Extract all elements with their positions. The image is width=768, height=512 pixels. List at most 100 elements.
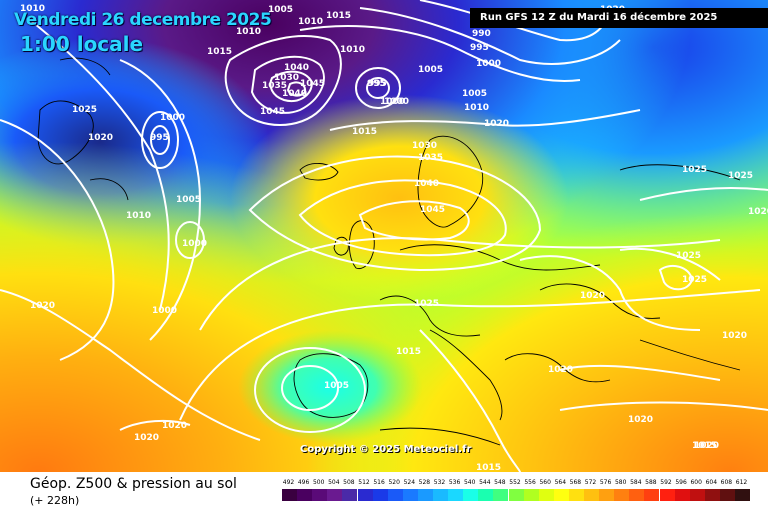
pressure-label: 1010 bbox=[298, 17, 323, 27]
scale-swatch bbox=[297, 489, 313, 501]
scale-label: 580 bbox=[614, 479, 627, 486]
scale-label: 532 bbox=[433, 479, 446, 486]
pressure-label: 1000 bbox=[182, 239, 207, 249]
scale-label: 588 bbox=[645, 479, 657, 486]
pressure-label: 1040 bbox=[284, 63, 309, 73]
scale-swatch bbox=[553, 489, 569, 501]
pressure-label: 1045 bbox=[260, 107, 285, 117]
pressure-label: 1005 bbox=[324, 381, 349, 391]
pressure-label: 1040 bbox=[414, 179, 439, 189]
scale-swatch bbox=[357, 489, 373, 501]
pressure-label: 1020 bbox=[88, 133, 113, 143]
pressure-label: 1040 bbox=[282, 89, 307, 99]
scale-label: 576 bbox=[599, 479, 612, 486]
scale-swatch bbox=[599, 489, 615, 501]
pressure-label: 1035 bbox=[262, 81, 287, 91]
scale-swatch bbox=[538, 489, 554, 501]
pressure-label: 1000 bbox=[384, 97, 409, 107]
pressure-label: 1000 bbox=[160, 113, 185, 123]
pressure-label: 1000 bbox=[380, 97, 405, 107]
isobars bbox=[0, 0, 768, 472]
pressure-label: 1020 bbox=[580, 291, 605, 301]
pressure-label: 1010 bbox=[126, 211, 151, 221]
pressure-label: 1020 bbox=[134, 433, 159, 443]
scale-swatch bbox=[508, 489, 524, 501]
legend-footer: Géop. Z500 & pression au sol (+ 228h) 49… bbox=[0, 472, 768, 512]
pressure-label: 1020 bbox=[722, 331, 747, 341]
scale-swatch bbox=[523, 489, 539, 501]
scale-swatch bbox=[568, 489, 584, 501]
pressure-label: 995 bbox=[368, 79, 387, 89]
scale-label: 600 bbox=[690, 479, 702, 486]
scale-swatch bbox=[719, 489, 735, 501]
scale-label: 556 bbox=[524, 479, 536, 486]
pressure-label: 1015 bbox=[396, 347, 421, 357]
pressure-label: 1035 bbox=[418, 153, 443, 163]
scale-label: 560 bbox=[539, 479, 551, 486]
scale-label: 492 bbox=[282, 479, 295, 486]
pressure-label: 1020 bbox=[30, 301, 55, 311]
scale-swatch bbox=[584, 489, 600, 501]
scale-label: 592 bbox=[660, 479, 672, 486]
scale-label: 500 bbox=[312, 479, 325, 486]
pressure-label: 1025 bbox=[676, 251, 701, 261]
scale-swatch bbox=[463, 489, 479, 501]
pressure-label: 1005 bbox=[176, 195, 201, 205]
scale-swatch bbox=[282, 489, 298, 501]
pressure-label: 995 bbox=[367, 79, 386, 89]
scale-swatch bbox=[417, 489, 433, 501]
scale-label: 536 bbox=[448, 479, 461, 486]
pressure-label: 1020 bbox=[162, 421, 187, 431]
scale-swatch bbox=[478, 489, 494, 501]
pressure-label: 1030 bbox=[274, 73, 299, 83]
pressure-label: 990 bbox=[472, 29, 491, 39]
scale-label: 540 bbox=[463, 479, 476, 486]
scale-label: 528 bbox=[418, 479, 431, 486]
pressure-label: 1015 bbox=[692, 441, 717, 451]
scale-label: 608 bbox=[720, 479, 733, 486]
scale-swatch bbox=[433, 489, 449, 501]
pressure-label: 1020 bbox=[694, 441, 719, 451]
pressure-label: 1010 bbox=[236, 27, 261, 37]
scale-label: 512 bbox=[358, 479, 370, 486]
pressure-label: 1005 bbox=[462, 89, 487, 99]
scale-label: 524 bbox=[403, 479, 416, 486]
pressure-label: 1005 bbox=[268, 5, 293, 15]
scale-swatch bbox=[327, 489, 343, 501]
scale-swatch bbox=[674, 489, 690, 501]
scale-swatch bbox=[402, 489, 418, 501]
scale-label: 544 bbox=[479, 479, 491, 486]
pressure-label: 1025 bbox=[728, 171, 753, 181]
chart-title: Géop. Z500 & pression au sol bbox=[30, 476, 237, 492]
pressure-label: 1020 bbox=[628, 415, 653, 425]
pressure-label: 1015 bbox=[207, 47, 232, 57]
pressure-label: 995 bbox=[470, 43, 489, 53]
run-info: Run GFS 12 Z du Mardi 16 décembre 2025 bbox=[470, 8, 768, 28]
pressure-label: 1020 bbox=[548, 365, 573, 375]
pressure-label: 995 bbox=[150, 133, 169, 143]
pressure-label: 1045 bbox=[420, 205, 445, 215]
pressure-label: 1015 bbox=[352, 127, 377, 137]
scale-swatch bbox=[342, 489, 358, 501]
pressure-label: 1030 bbox=[412, 141, 437, 151]
scale-swatch bbox=[704, 489, 720, 501]
scale-label: 584 bbox=[630, 479, 642, 486]
pressure-label: 1025 bbox=[682, 165, 707, 175]
scale-label: 604 bbox=[705, 479, 718, 486]
pressure-label: 1010 bbox=[464, 103, 489, 113]
valid-date: Vendredi 26 decembre 2025 bbox=[14, 10, 272, 30]
map-canvas: 1010 1005 1010 1015 1015 1010 1010 1005 … bbox=[0, 0, 768, 472]
scale-label: 572 bbox=[584, 479, 597, 486]
scale-swatch bbox=[614, 489, 630, 501]
pressure-label: 1025 bbox=[72, 105, 97, 115]
color-scale: 492 496 500 504 508 512 516 520 524 528 532 536 540 5… bbox=[282, 479, 752, 507]
pressure-label: 1025 bbox=[414, 299, 439, 309]
scale-swatch bbox=[312, 489, 328, 501]
pressure-label: 1010 bbox=[20, 4, 45, 14]
pressure-label: 1005 bbox=[418, 65, 443, 75]
copyright-notice: Copyright © 2025 Meteociel.fr bbox=[300, 444, 472, 455]
scale-label: 508 bbox=[343, 479, 355, 486]
scale-swatch bbox=[735, 489, 751, 501]
pressure-label: 1020 bbox=[484, 119, 509, 129]
